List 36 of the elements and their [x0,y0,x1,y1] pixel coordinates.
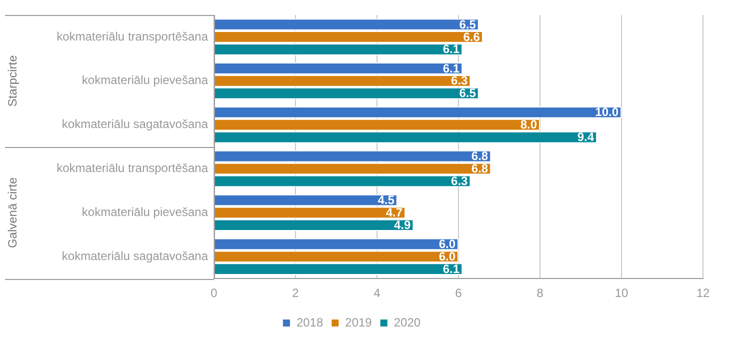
x-tick-label: 4 [374,286,381,300]
data-label: 4.5 [378,193,395,208]
data-label: 4.9 [394,218,411,232]
data-label: 6.1 [442,42,460,56]
y-tick-label: kokmateriālu transportēšana [56,29,208,44]
y-tick-label: kokmateriālu pievešana [82,205,208,220]
legend-label: 2018 [296,315,324,330]
y-tick-label: kokmateriālu pievešana [82,73,208,88]
data-label: 6.8 [471,149,488,164]
text: Starpcirte [5,54,20,107]
legend-label: 2019 [345,315,372,330]
data-label: 6.5 [459,17,476,32]
data-label: 9.4 [577,130,594,144]
data-label: 8.0 [520,118,538,132]
data-label: 4.7 [386,206,403,220]
y-tick-label: kokmateriālu sagatavošana [62,117,208,132]
x-tick-label: 10 [614,286,628,300]
y-tick-label: kokmateriālu sagatavošana [62,248,208,263]
data-label: 6.0 [438,249,456,264]
data-label: 6.6 [463,30,480,44]
legend-label: 2020 [394,315,421,330]
x-tick-label: 6 [455,286,462,300]
data-label: 6.0 [438,237,456,251]
y-tick-label: kokmateriālu transportēšana [56,161,208,176]
text: Galvenā cirte [5,177,20,248]
data-label: 6.3 [451,74,468,88]
x-tick-label: 0 [210,286,218,300]
data-label: 6.8 [471,162,488,176]
x-tick-label: 8 [536,286,544,300]
x-tick-label: 12 [696,286,710,300]
data-label: 10.0 [595,105,619,120]
data-label: 6.5 [459,86,476,100]
data-label: 6.1 [442,262,460,276]
data-label: 6.3 [451,174,468,188]
x-tick-label: 2 [292,286,300,300]
data-label: 6.1 [442,61,460,76]
